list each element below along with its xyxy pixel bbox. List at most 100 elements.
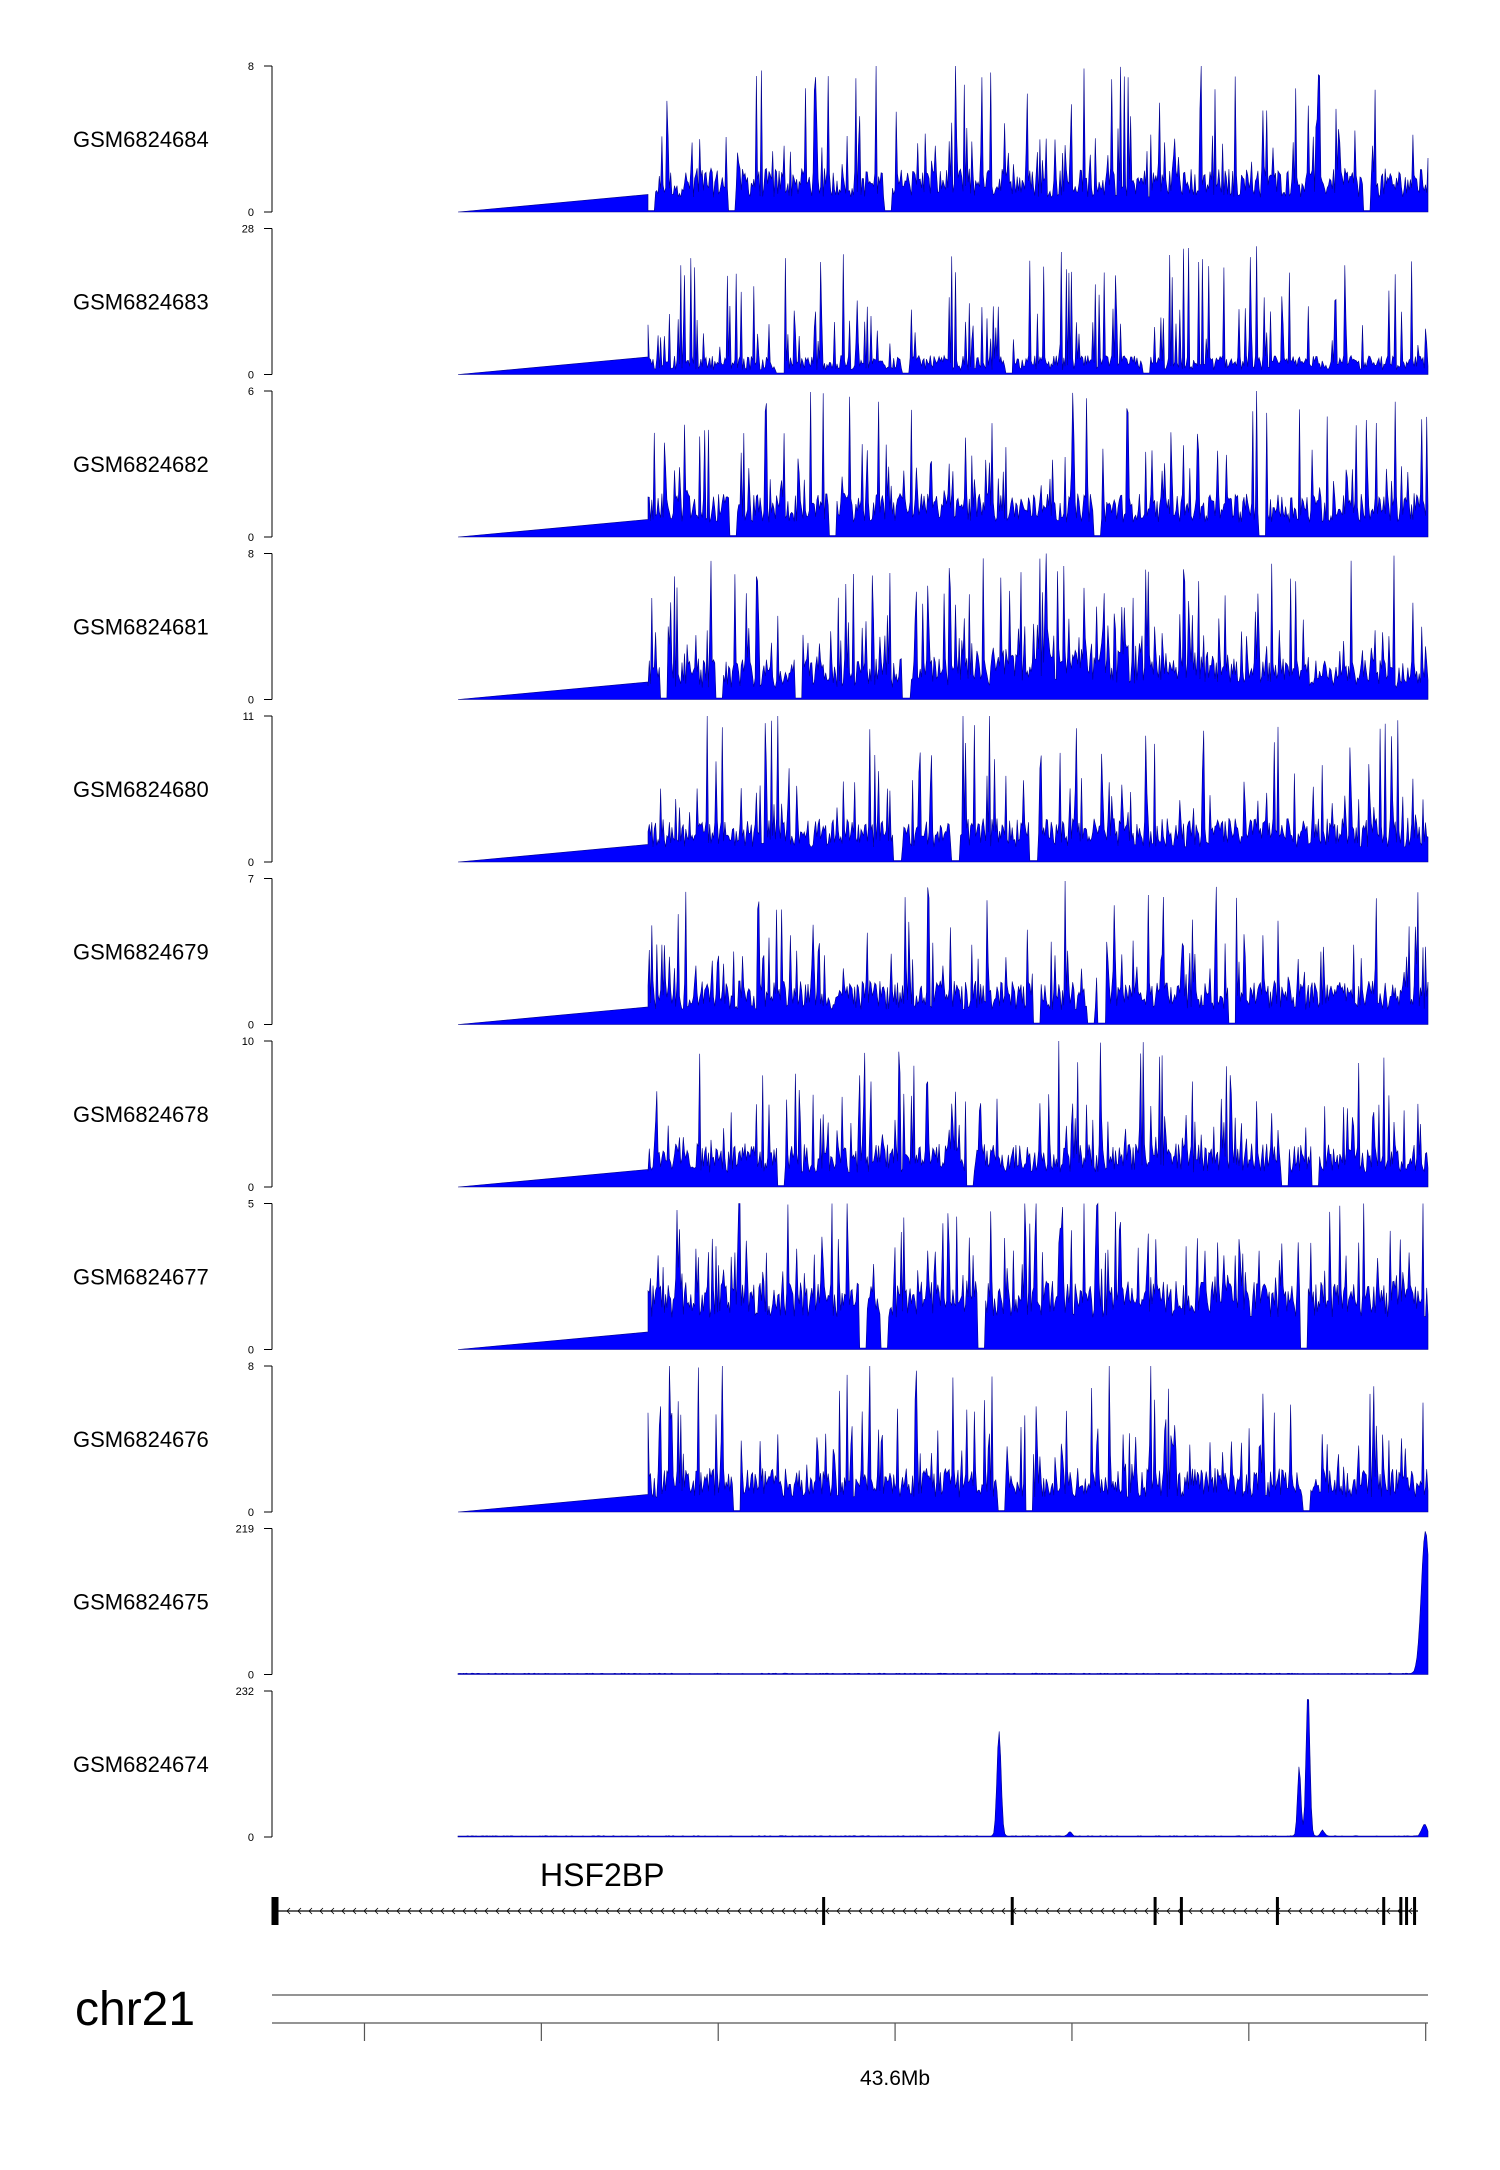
strand-arrow	[1034, 1907, 1039, 1915]
y-min-label: 0	[248, 207, 254, 219]
strand-arrow	[792, 1907, 797, 1915]
track-label: GSM6824681	[73, 615, 209, 640]
strand-arrow	[440, 1907, 445, 1915]
exon	[1153, 1897, 1157, 1925]
strand-arrow	[627, 1907, 632, 1915]
strand-arrow	[1100, 1907, 1105, 1915]
strand-arrow	[1364, 1907, 1369, 1915]
strand-arrow	[374, 1907, 379, 1915]
signal-area	[457, 1365, 1429, 1513]
strand-arrow	[286, 1907, 291, 1915]
strand-arrow	[968, 1907, 973, 1915]
strand-arrow	[1353, 1907, 1358, 1915]
strand-arrow	[308, 1907, 313, 1915]
strand-arrow	[781, 1907, 786, 1915]
strand-arrow	[803, 1907, 808, 1915]
strand-arrow	[1243, 1907, 1248, 1915]
track-GSM6824675: GSM6824675 219 0	[73, 1524, 1429, 1682]
strand-arrow	[506, 1907, 511, 1915]
strand-arrow	[561, 1907, 566, 1915]
strand-arrow	[363, 1907, 368, 1915]
track-label: GSM6824678	[73, 1102, 209, 1127]
strand-arrow	[1386, 1907, 1391, 1915]
strand-arrow	[473, 1907, 478, 1915]
strand-arrow	[1254, 1907, 1259, 1915]
strand-arrow	[1298, 1907, 1303, 1915]
track-label: GSM6824679	[73, 940, 209, 965]
track-label: GSM6824677	[73, 1265, 209, 1290]
strand-arrow	[858, 1907, 863, 1915]
track-label: GSM6824676	[73, 1427, 209, 1452]
strand-arrow	[1188, 1907, 1193, 1915]
strand-arrow	[319, 1907, 324, 1915]
y-min-label: 0	[248, 857, 254, 869]
y-max-label: 8	[248, 549, 254, 561]
y-max-label: 5	[248, 1199, 254, 1211]
strand-arrow	[1166, 1907, 1171, 1915]
y-min-label: 0	[248, 1182, 254, 1194]
exon	[1413, 1897, 1417, 1925]
track-label: GSM6824674	[73, 1752, 209, 1777]
strand-arrow	[605, 1907, 610, 1915]
gene-name: HSF2BP	[540, 1857, 664, 1893]
strand-arrow	[825, 1907, 830, 1915]
strand-arrow	[539, 1907, 544, 1915]
strand-arrow	[671, 1907, 676, 1915]
strand-arrow	[352, 1907, 357, 1915]
strand-arrow	[583, 1907, 588, 1915]
signal-area	[457, 1040, 1429, 1188]
y-max-label: 28	[242, 224, 254, 236]
strand-arrow	[814, 1907, 819, 1915]
exon	[1010, 1897, 1014, 1925]
strand-arrow	[836, 1907, 841, 1915]
track-label: GSM6824683	[73, 290, 209, 315]
strand-arrow	[1056, 1907, 1061, 1915]
y-min-label: 0	[248, 1020, 254, 1032]
strand-arrow	[1045, 1907, 1050, 1915]
strand-arrow	[1067, 1907, 1072, 1915]
strand-arrow	[1210, 1907, 1215, 1915]
strand-arrow	[385, 1907, 390, 1915]
track-GSM6824674: GSM6824674 232 0	[73, 1686, 1429, 1844]
strand-arrow	[693, 1907, 698, 1915]
strand-arrow	[1122, 1907, 1127, 1915]
track-GSM6824678: GSM6824678 10 0	[73, 1036, 1429, 1194]
strand-arrow	[649, 1907, 654, 1915]
track-label: GSM6824682	[73, 452, 209, 477]
gene-model: HSF2BP	[271, 1857, 1418, 1925]
strand-arrow	[407, 1907, 412, 1915]
signal-area	[457, 1202, 1429, 1350]
strand-arrow	[869, 1907, 874, 1915]
strand-arrow	[616, 1907, 621, 1915]
strand-arrow	[330, 1907, 335, 1915]
signal-area	[457, 1699, 1429, 1838]
strand-arrow	[979, 1907, 984, 1915]
exon	[1405, 1897, 1409, 1925]
track-label: GSM6824675	[73, 1590, 209, 1615]
strand-arrow	[1408, 1907, 1413, 1915]
strand-arrow	[1111, 1907, 1116, 1915]
y-min-label: 0	[248, 1670, 254, 1682]
y-min-label: 0	[248, 1345, 254, 1357]
strand-arrow	[660, 1907, 665, 1915]
strand-arrow	[1133, 1907, 1138, 1915]
strand-arrow	[759, 1907, 764, 1915]
strand-arrow	[924, 1907, 929, 1915]
signal-area	[457, 553, 1429, 700]
signal-tracks: GSM682468480GSM6824683280GSM682468260GSM…	[73, 61, 1429, 1844]
track-GSM6824677: GSM6824677 5 0	[73, 1199, 1429, 1357]
strand-arrow	[341, 1907, 346, 1915]
strand-arrow	[638, 1907, 643, 1915]
signal-area	[457, 246, 1429, 375]
track-GSM6824676: GSM6824676 8 0	[73, 1361, 1429, 1519]
strand-arrow	[1144, 1907, 1149, 1915]
track-GSM6824682: GSM6824682 6 0	[73, 386, 1429, 544]
y-max-label: 8	[248, 1361, 254, 1373]
strand-arrow	[748, 1907, 753, 1915]
strand-arrow	[462, 1907, 467, 1915]
y-max-label: 232	[236, 1686, 254, 1698]
track-GSM6824684: GSM6824684 8 0	[73, 61, 1429, 219]
strand-arrow	[1001, 1907, 1006, 1915]
strand-arrow	[957, 1907, 962, 1915]
strand-arrow	[594, 1907, 599, 1915]
